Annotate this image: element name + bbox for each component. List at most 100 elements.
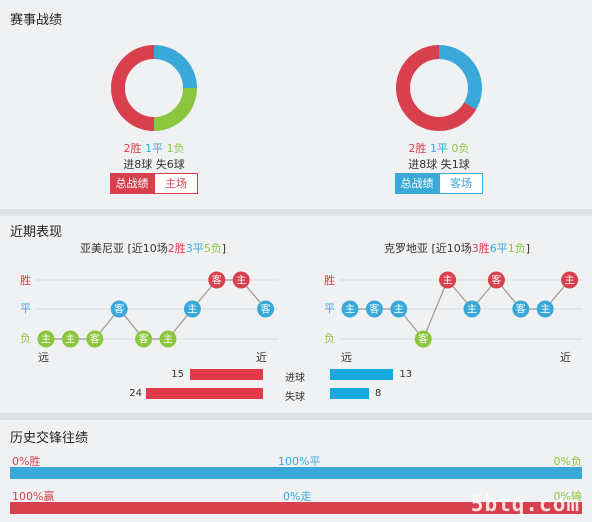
- left-match-point[interactable]: 客: [135, 330, 153, 348]
- left-match-venue: 客: [114, 303, 124, 316]
- left-near-label: 近: [256, 351, 267, 364]
- left-match-point[interactable]: 主: [37, 330, 55, 348]
- left-match-point[interactable]: 主: [159, 330, 177, 348]
- left-match-venue: 主: [65, 334, 75, 346]
- history-row2-right: 0%输: [553, 490, 582, 503]
- recent-title: 近期表现: [10, 225, 63, 240]
- left-conceded-bar: [146, 388, 263, 399]
- left-far-label: 远: [38, 351, 49, 364]
- left-record-donut: [111, 45, 197, 131]
- right-match-point[interactable]: 主: [463, 300, 481, 318]
- right-match-point[interactable]: 客: [414, 330, 432, 348]
- hbar1-draw-segment: [10, 467, 582, 479]
- left-win-count: 2胜: [123, 142, 142, 155]
- right-label-loss: 负: [324, 332, 335, 345]
- left-record-goals: 进8球 失6球: [104, 156, 204, 172]
- left-match-point[interactable]: 客: [110, 300, 128, 318]
- left-match-venue: 客: [90, 333, 100, 346]
- recent-section: 近期表现 亚美尼亚 [近10场2胜3平5负] 克罗地亚 [近10场3胜6平1负]…: [0, 216, 592, 413]
- left-label-loss: 负: [20, 332, 31, 345]
- right-match-point[interactable]: 客: [365, 300, 383, 318]
- left-label-draw: 平: [20, 302, 31, 315]
- right-trend-line: [350, 278, 571, 341]
- history-row2-left: 100%赢: [12, 490, 55, 503]
- left-recent-draws: 3平: [185, 242, 204, 255]
- right-match-point[interactable]: 主: [341, 300, 359, 318]
- right-match-venue: 主: [345, 304, 355, 316]
- right-match-point[interactable]: 主: [390, 300, 408, 318]
- right-label-win: 胜: [324, 274, 335, 287]
- right-match-point[interactable]: 客: [512, 300, 530, 318]
- left-recent-wins: 2胜: [167, 242, 186, 255]
- history-row1-mid: 100%平: [278, 455, 321, 468]
- right-match-point[interactable]: 客: [487, 271, 505, 289]
- left-tab-total[interactable]: 总战绩: [110, 173, 154, 194]
- history-row1-bar: [10, 467, 582, 479]
- left-match-point[interactable]: 客: [257, 300, 275, 318]
- right-conceded-text: 失1球: [440, 158, 470, 171]
- right-far-label: 远: [341, 351, 352, 364]
- right-win-count: 2胜: [408, 142, 427, 155]
- site-watermark: 5btq.com: [470, 492, 580, 516]
- left-summary-suffix: ]: [221, 242, 227, 255]
- left-match-venue: 客: [212, 274, 222, 287]
- right-donut-draw-slice: [438, 45, 482, 110]
- left-donut-win-slice: [111, 45, 155, 131]
- history-section: 历史交锋往绩 0%胜 100%平 0%负 100%赢 0%走 0%输 5btq.…: [0, 420, 592, 522]
- right-match-venue: 主: [443, 275, 453, 287]
- left-donut-loss-slice: [153, 87, 197, 131]
- right-match-venue: 客: [369, 303, 379, 316]
- right-trend-chart: 主客主客主主客客 主主: [340, 271, 582, 348]
- right-match-point[interactable]: 主: [536, 300, 554, 318]
- right-match-venue: 客: [491, 274, 501, 287]
- right-goals-value: 13: [399, 369, 413, 380]
- left-conceded-text: 失6球: [155, 158, 185, 171]
- right-tab-away[interactable]: 客场: [439, 173, 483, 194]
- right-team-name: 克罗地亚: [384, 242, 428, 255]
- left-match-point[interactable]: 主: [232, 271, 250, 289]
- right-record-donut: [396, 45, 482, 131]
- left-team-header: 亚美尼亚 [近10场2胜3平5负]: [80, 240, 226, 256]
- left-match-point[interactable]: 客: [86, 330, 104, 348]
- left-match-venue: 主: [187, 304, 197, 316]
- right-record-wdl: 2胜 1平 0负: [389, 140, 489, 156]
- right-tab-total[interactable]: 总战绩: [395, 173, 439, 194]
- history-row1-left: 0%胜: [12, 455, 41, 468]
- left-loss-count: 1负: [166, 142, 185, 155]
- left-match-point[interactable]: 主: [183, 300, 201, 318]
- right-near-label: 近: [560, 351, 571, 364]
- left-match-point[interactable]: 客: [208, 271, 226, 289]
- left-match-venue: 客: [139, 333, 149, 346]
- right-match-venue: 主: [467, 304, 477, 316]
- left-summary-prefix: [近10场: [127, 242, 168, 255]
- left-record-tabs: 总战绩 主场: [110, 173, 198, 194]
- right-match-venue: 主: [540, 304, 550, 316]
- record-section: 赛事战绩 2胜 1平 1负 进8球 失6球 总战绩 主场 2胜 1平 0负 进8…: [0, 0, 592, 209]
- left-match-point[interactable]: 主: [61, 330, 79, 348]
- right-donut-win-slice: [396, 45, 477, 131]
- right-recent-losses: 1负: [507, 242, 526, 255]
- goals-label: 进球: [285, 373, 305, 384]
- history-row1-right: 0%负: [553, 455, 582, 468]
- left-donut-draw-slice: [153, 45, 197, 89]
- left-match-venue: 客: [261, 303, 271, 316]
- right-label-draw: 平: [324, 302, 335, 315]
- divider: [0, 209, 592, 216]
- right-match-point[interactable]: 主: [561, 271, 579, 289]
- history-title: 历史交锋往绩: [10, 431, 89, 446]
- right-match-point[interactable]: 主: [439, 271, 457, 289]
- left-goals-bar: [189, 369, 263, 380]
- right-record-goals: 进8球 失1球: [389, 156, 489, 172]
- right-recent-draws: 6平: [489, 242, 508, 255]
- left-tab-home[interactable]: 主场: [154, 173, 198, 194]
- right-conceded-value: 8: [375, 388, 382, 399]
- right-summary-prefix: [近10场: [431, 242, 472, 255]
- left-match-venue: 主: [163, 334, 173, 346]
- left-conceded-value: 24: [129, 388, 142, 399]
- right-recent-wins: 3胜: [471, 242, 490, 255]
- conceded-label: 失球: [285, 392, 305, 403]
- right-loss-count: 0负: [451, 142, 470, 155]
- right-goals-bar: [330, 369, 394, 380]
- left-match-venue: 主: [236, 275, 246, 287]
- right-goals-text: 进8球: [408, 158, 438, 171]
